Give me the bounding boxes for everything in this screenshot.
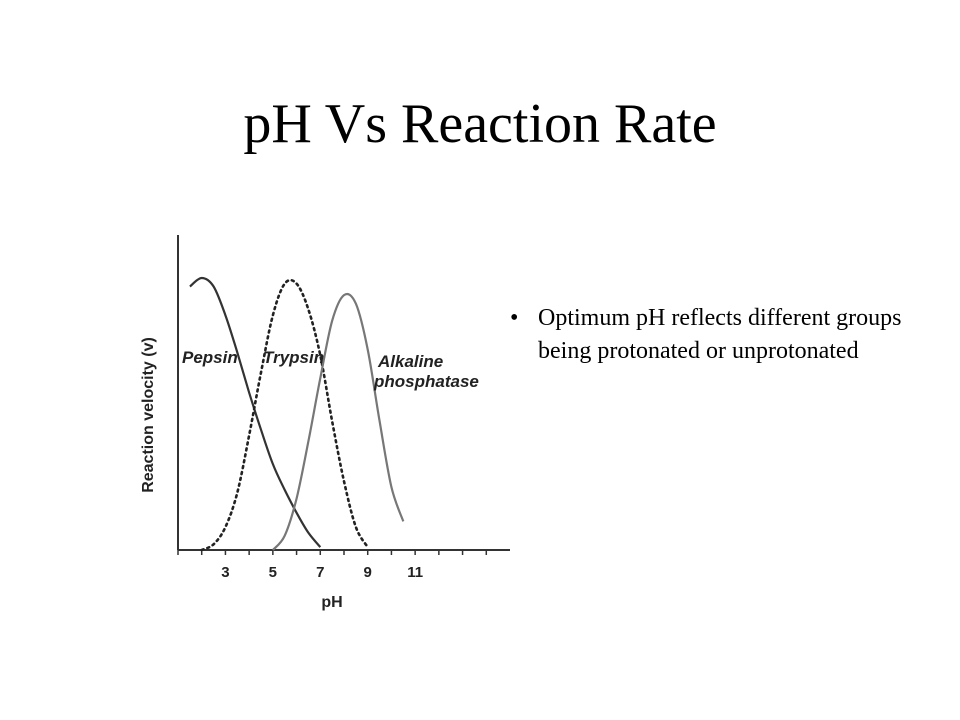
series-line-alkaline-phosphatase bbox=[272, 292, 405, 551]
series-labels: Pepsin Trypsin Alkaline phosphatase bbox=[182, 348, 479, 391]
chart-canvas: 3 5 7 9 11 Pepsin Trypsin Alkaline phosphatase … bbox=[140, 235, 510, 611]
y-axis-label: Reaction velocity (v) bbox=[140, 337, 157, 493]
x-tick-label: 7 bbox=[316, 564, 324, 581]
chart-axes bbox=[177, 235, 510, 555]
x-tick-labels: 3 5 7 9 11 bbox=[221, 564, 423, 581]
bullet-marker: • bbox=[510, 305, 519, 331]
chart-series bbox=[189, 276, 405, 552]
x-tick-label: 5 bbox=[269, 564, 277, 581]
ph-velocity-chart: 3 5 7 9 11 Pepsin Trypsin Alkaline phosphatase … bbox=[120, 225, 510, 620]
x-tick-label: 9 bbox=[364, 564, 372, 581]
bullet-item: • Optimum pH reflects different groups be… bbox=[510, 302, 930, 368]
series-line-pepsin bbox=[189, 276, 322, 548]
series-label: Alkaline phosphatase bbox=[373, 352, 479, 391]
slide-title: pH Vs Reaction Rate bbox=[243, 93, 717, 155]
bullet-text: Optimum pH reflects different groups bei… bbox=[538, 305, 902, 364]
series-label: Trypsin bbox=[263, 348, 324, 367]
x-tick-label: 3 bbox=[221, 564, 229, 581]
series-label: Pepsin bbox=[182, 348, 238, 367]
bullet-list: • Optimum pH reflects different groups be… bbox=[510, 302, 930, 368]
series-line-trypsin bbox=[200, 278, 369, 552]
x-axis-label: pH bbox=[321, 594, 342, 611]
x-tick-label: 11 bbox=[407, 564, 423, 581]
